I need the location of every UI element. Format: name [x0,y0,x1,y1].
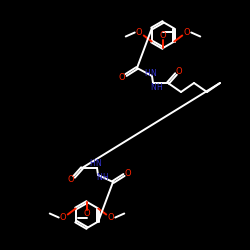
Text: O: O [125,168,131,177]
Text: H: H [89,160,95,168]
Text: O: O [176,66,182,76]
Text: N: N [95,160,101,168]
Text: O: O [184,28,190,37]
Text: N: N [150,68,156,78]
Text: O: O [119,72,125,82]
Text: O: O [84,210,90,218]
Text: H: H [156,82,162,92]
Text: O: O [68,176,74,184]
Text: O: O [136,28,142,37]
Text: H: H [102,174,108,182]
Text: H: H [144,68,150,78]
Text: N: N [96,174,102,182]
Text: O: O [108,213,114,222]
Text: O: O [60,213,66,222]
Text: N: N [150,82,156,92]
Text: O: O [160,32,166,40]
